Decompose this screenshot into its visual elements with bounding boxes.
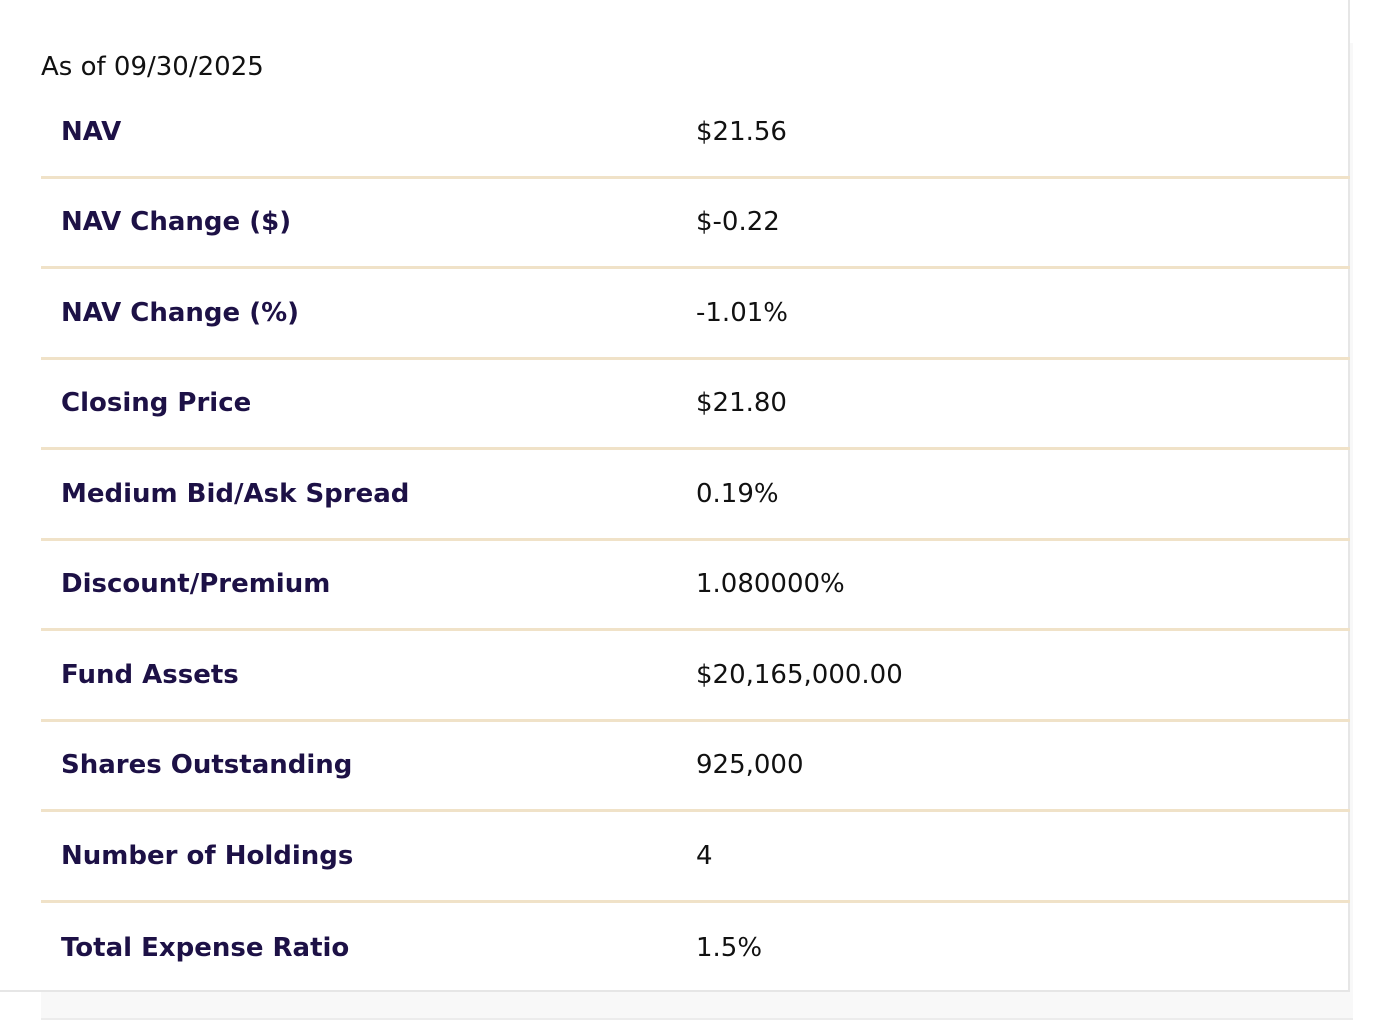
- table-row-fund-assets: Fund Assets $20,165,000.00: [41, 631, 1350, 722]
- stat-label: Shares Outstanding: [61, 750, 353, 781]
- stat-value: 1.080000%: [696, 569, 845, 600]
- stat-value: 925,000: [696, 750, 804, 781]
- stat-label: Number of Holdings: [61, 840, 354, 871]
- table-row-bid-ask-spread: Medium Bid/Ask Spread 0.19%: [41, 450, 1350, 541]
- stat-value: 0.19%: [696, 478, 779, 509]
- stat-label: Medium Bid/Ask Spread: [61, 478, 410, 509]
- as-of-date: As of 09/30/2025: [41, 52, 264, 82]
- stat-label: Discount/Premium: [61, 569, 331, 600]
- fund-stats-panel: As of 09/30/2025 NAV $21.56 NAV Change (…: [0, 0, 1350, 992]
- stat-label: Fund Assets: [61, 659, 239, 690]
- table-row-total-expense-ratio: Total Expense Ratio 1.5%: [41, 903, 1350, 994]
- table-row-closing-price: Closing Price $21.80: [41, 360, 1350, 450]
- stat-label: NAV Change ($): [61, 207, 292, 238]
- stat-label: Total Expense Ratio: [61, 932, 350, 963]
- stat-value: $-0.22: [696, 207, 780, 238]
- stat-value: 1.5%: [696, 932, 763, 963]
- fund-stats-table: NAV $21.56 NAV Change ($) $-0.22 NAV Cha…: [41, 88, 1350, 993]
- stat-value: $21.80: [696, 388, 787, 419]
- table-row-nav-change-percent: NAV Change (%) -1.01%: [41, 269, 1350, 360]
- stat-value: $21.56: [696, 116, 787, 147]
- table-row-number-of-holdings: Number of Holdings 4: [41, 812, 1350, 903]
- stat-value: -1.01%: [696, 297, 788, 328]
- table-row-discount-premium: Discount/Premium 1.080000%: [41, 541, 1350, 631]
- table-row-nav: NAV $21.56: [41, 88, 1350, 179]
- stat-label: NAV Change (%): [61, 297, 300, 328]
- stat-value: 4: [696, 840, 713, 871]
- stat-value: $20,165,000.00: [696, 659, 903, 690]
- stat-label: NAV: [61, 116, 122, 147]
- table-row-nav-change-dollar: NAV Change ($) $-0.22: [41, 179, 1350, 269]
- table-row-shares-outstanding: Shares Outstanding 925,000: [41, 722, 1350, 812]
- stat-label: Closing Price: [61, 388, 252, 419]
